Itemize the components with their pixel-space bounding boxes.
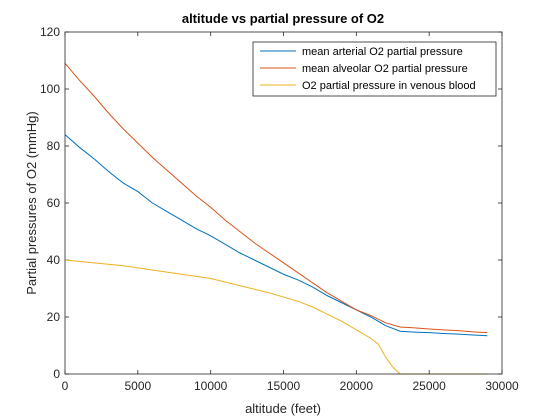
x-tick-label: 10000: [194, 379, 228, 393]
x-tick-label: 0: [62, 379, 69, 393]
y-tick-label: 100: [40, 82, 60, 96]
x-tick-label: 30000: [485, 379, 519, 393]
y-tick-label: 0: [53, 367, 60, 381]
x-tick-label: 25000: [412, 379, 446, 393]
chart-title: altitude vs partial pressure of O2: [182, 11, 384, 26]
series-line-1: [64, 134, 488, 337]
y-tick-label: 20: [47, 310, 61, 324]
y-tick-label: 120: [40, 25, 60, 39]
x-tick-label: 20000: [340, 379, 374, 393]
y-axis-ticks: 0 20 40 60 80 100 120: [40, 25, 502, 381]
legend: mean arterial O2 partial pressure mean al…: [252, 41, 497, 97]
plot-frame: [64, 31, 503, 375]
x-axis-label: altitude (feet): [245, 401, 321, 416]
legend-label-1: mean arterial O2 partial pressure: [302, 46, 463, 58]
legend-label-3: O2 partial pressure in venous blood: [302, 80, 476, 92]
legend-label-2: mean alveolar O2 partial pressure: [302, 63, 468, 75]
y-axis-label: Partial pressures of O2 (mmHg): [24, 111, 39, 295]
series-line-2: [64, 63, 488, 334]
x-axis-ticks: 0 5000 10000 15000 20000 25000 30000: [62, 32, 519, 393]
y-tick-label: 80: [47, 139, 61, 153]
y-tick-label: 60: [47, 196, 61, 210]
x-tick-label: 5000: [124, 379, 151, 393]
x-tick-label: 15000: [267, 379, 301, 393]
y-tick-label: 40: [47, 253, 61, 267]
